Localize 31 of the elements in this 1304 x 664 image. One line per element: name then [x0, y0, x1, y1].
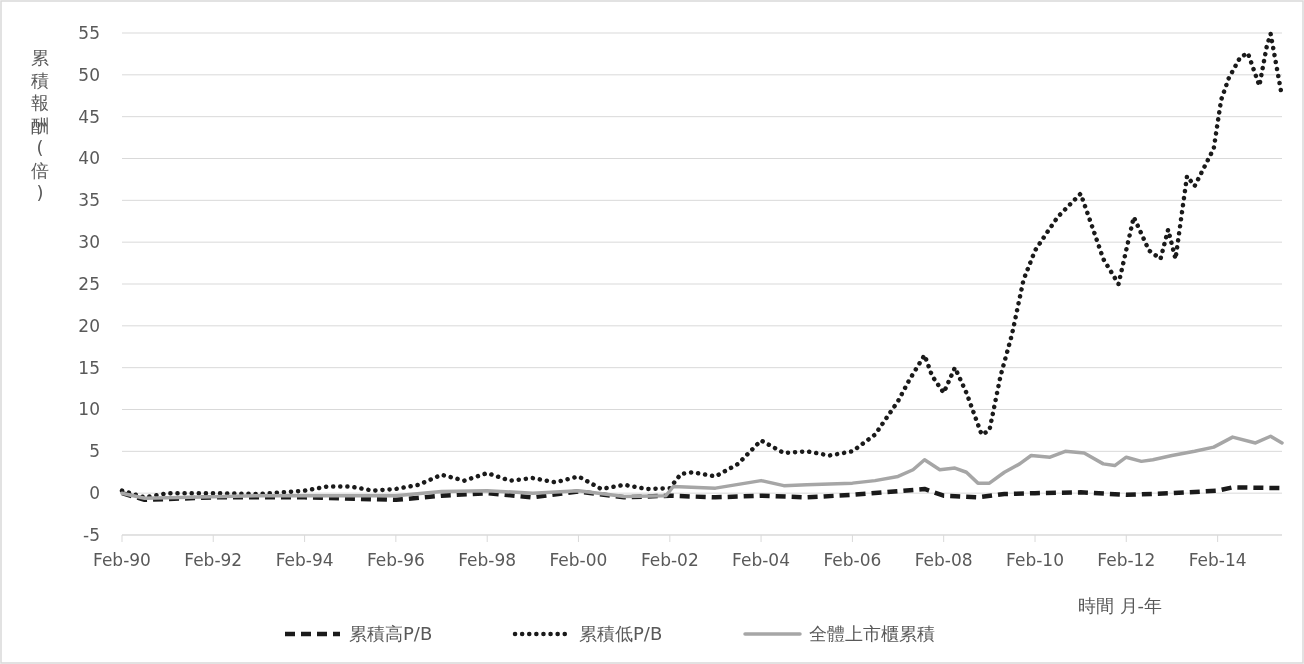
x-tick-label: Feb-92 [184, 550, 243, 570]
x-tick-label: Feb-00 [549, 550, 608, 570]
y-tick-label: 20 [78, 315, 100, 336]
y-tick-label: 5 [89, 441, 100, 462]
y-tick-label: 55 [78, 22, 100, 43]
y-tick-label: 15 [78, 357, 100, 378]
x-tick-label: Feb-10 [1006, 550, 1064, 570]
y-tick-label: 45 [78, 106, 100, 127]
y-axis-title: 累積報酬(倍) [31, 47, 49, 204]
x-tick-label: Feb-06 [823, 550, 882, 570]
x-tick-label: Feb-96 [366, 550, 425, 570]
x-tick-label: Feb-98 [458, 550, 517, 570]
y-tick-label: 25 [78, 273, 100, 294]
y-tick-label: 35 [78, 190, 100, 211]
y-tick-label: -5 [83, 524, 100, 545]
y-tick-label: 30 [78, 232, 100, 253]
legend-label: 全體上市櫃累積 [809, 623, 935, 644]
x-tick-label: Feb-12 [1097, 550, 1156, 570]
x-tick-label: Feb-90 [93, 550, 151, 570]
y-tick-label: 10 [78, 399, 100, 420]
y-tick-label: 40 [78, 148, 100, 169]
y-tick-label: 0 [89, 483, 100, 504]
legend-label: 累積低P/B [579, 623, 663, 644]
y-tick-label: 50 [78, 64, 100, 85]
x-tick-label: Feb-94 [275, 550, 334, 570]
legend-label: 累積高P/B [349, 623, 433, 644]
x-axis-title: 時間 月-年 [1077, 595, 1163, 616]
x-tick-label: Feb-02 [640, 550, 699, 570]
x-tick-label: Feb-14 [1188, 550, 1247, 570]
x-tick-label: Feb-04 [732, 550, 790, 570]
x-tick-label: Feb-08 [914, 550, 973, 570]
